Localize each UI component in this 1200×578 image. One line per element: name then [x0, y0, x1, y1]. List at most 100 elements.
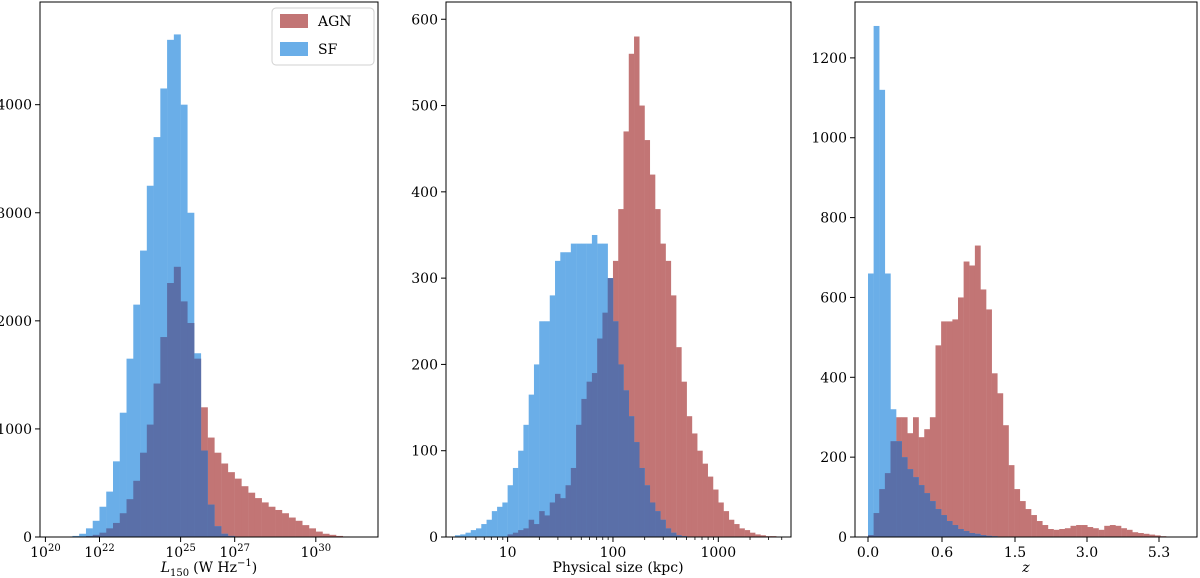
agn-bar	[623, 131, 629, 537]
overlap-bar	[969, 533, 976, 537]
overlap-bar	[113, 522, 120, 537]
x-ticks-luminosity: 1020 1022 1025 1027 1030	[30, 537, 331, 561]
agn-bar	[997, 393, 1004, 537]
y-tick-label: 0	[429, 530, 438, 546]
overlap-bar	[194, 358, 202, 537]
y-tick-label: 400	[411, 185, 438, 201]
agn-bar	[1087, 527, 1094, 537]
agn-bar	[207, 437, 215, 537]
agn-bar	[1025, 509, 1032, 537]
overlap-bar	[655, 511, 661, 537]
y-tick-label: 1000	[811, 131, 847, 147]
agn-bar	[1121, 528, 1127, 537]
agn-bar	[315, 531, 323, 537]
agn-bar	[676, 347, 682, 537]
agn-bar	[739, 528, 745, 537]
agn-bar	[991, 373, 998, 537]
y-tick-label: 3000	[0, 206, 32, 222]
agn-bar	[691, 433, 698, 537]
axes-frame-luminosity	[39, 1, 379, 538]
sf-bar	[140, 250, 148, 537]
overlap-bar	[565, 485, 572, 537]
sf-bar	[99, 506, 107, 537]
agn-bar	[282, 513, 289, 537]
sf-bar	[528, 394, 535, 537]
overlap-bar	[974, 533, 981, 537]
overlap-bar	[146, 424, 154, 537]
agn-bar	[958, 297, 964, 537]
agn-bar	[1070, 525, 1077, 537]
x-tick-label: 1027	[219, 543, 250, 561]
agn-bar	[1014, 489, 1021, 537]
y-tick-label: 1000	[0, 422, 32, 438]
agn-bar	[941, 321, 947, 537]
sf-bar	[518, 450, 524, 537]
agn-bar	[1076, 525, 1082, 537]
agn-bar	[644, 140, 651, 537]
agn-bar	[723, 511, 730, 537]
overlap-bar	[602, 312, 608, 537]
sf-bar	[565, 252, 572, 537]
overlap-bar	[628, 416, 635, 537]
axes-frame-size	[445, 1, 792, 538]
overlap-bar	[963, 531, 970, 537]
x-tick-label: 1000	[700, 545, 736, 561]
overlap-bar	[140, 452, 148, 537]
agn-bar	[655, 209, 661, 537]
sf-bar	[486, 519, 493, 537]
sf-bar	[470, 530, 477, 537]
agn-bar	[1081, 525, 1088, 537]
sf-bar	[507, 485, 514, 537]
overlap-bar	[901, 457, 908, 537]
sf-bar	[476, 528, 482, 537]
y-tick-label: 4000	[0, 98, 32, 114]
overlap-bar	[612, 321, 619, 537]
y-tick-label: 600	[820, 290, 847, 306]
agn-bar	[227, 472, 235, 537]
overlap-bar	[941, 515, 947, 537]
y-tick-label: 300	[411, 271, 438, 287]
agn-bar	[309, 528, 317, 537]
sf-bar	[539, 321, 545, 537]
agn-bar	[1008, 465, 1015, 537]
panel-luminosity: 0 1000 2000 3000 4000 1020 1022 1025 1027 1030 L…	[0, 1, 379, 578]
overlap-bar	[518, 530, 524, 537]
overlap-bar	[85, 535, 93, 537]
agn-bar	[974, 245, 981, 537]
overlap-bar	[639, 467, 645, 537]
overlap-bar	[99, 532, 107, 537]
axes-frame-redshift	[854, 1, 1198, 538]
overlap-bar	[952, 525, 959, 537]
overlap-bar	[618, 364, 624, 537]
agn-bar	[924, 429, 931, 537]
agn-bar	[744, 530, 751, 537]
x-tick-label: 1.5	[1004, 545, 1026, 561]
y-tick-label: 200	[411, 357, 438, 373]
overlap-bar	[560, 498, 566, 537]
overlap-bar	[106, 528, 114, 537]
sf-bar	[106, 491, 114, 537]
x-tick-label: 1022	[84, 543, 115, 561]
agn-bar	[760, 535, 766, 537]
overlap-bar	[207, 504, 215, 537]
overlap-bar	[607, 278, 614, 537]
y-tick-label: 600	[411, 12, 438, 28]
agn-bar	[702, 463, 708, 537]
agn-bar	[1031, 515, 1037, 537]
overlap-bar	[868, 535, 874, 537]
overlap-bar	[586, 381, 593, 537]
panel-redshift: 0 200 400 600 800 1000 1200 0.0 0.6 1.5 3.0 5.3 z	[811, 1, 1198, 576]
agn-bar	[302, 525, 310, 537]
overlap-bar	[924, 493, 931, 537]
overlap-bar	[935, 509, 942, 537]
overlap-bars-luminosity	[72, 266, 242, 537]
overlap-bar	[929, 501, 936, 537]
overlap-bar	[523, 528, 529, 537]
overlap-bar	[507, 534, 514, 537]
y-ticks-size: 0 100 200 300 400 500 600	[411, 12, 446, 546]
x-tick-label: 100	[600, 545, 627, 561]
x-tick-label: 0.6	[931, 545, 953, 561]
overlap-bar	[570, 467, 577, 537]
panel-physical-size: 0 100 200 300 400 500 600 10 100 1000 Physical s…	[411, 1, 792, 576]
